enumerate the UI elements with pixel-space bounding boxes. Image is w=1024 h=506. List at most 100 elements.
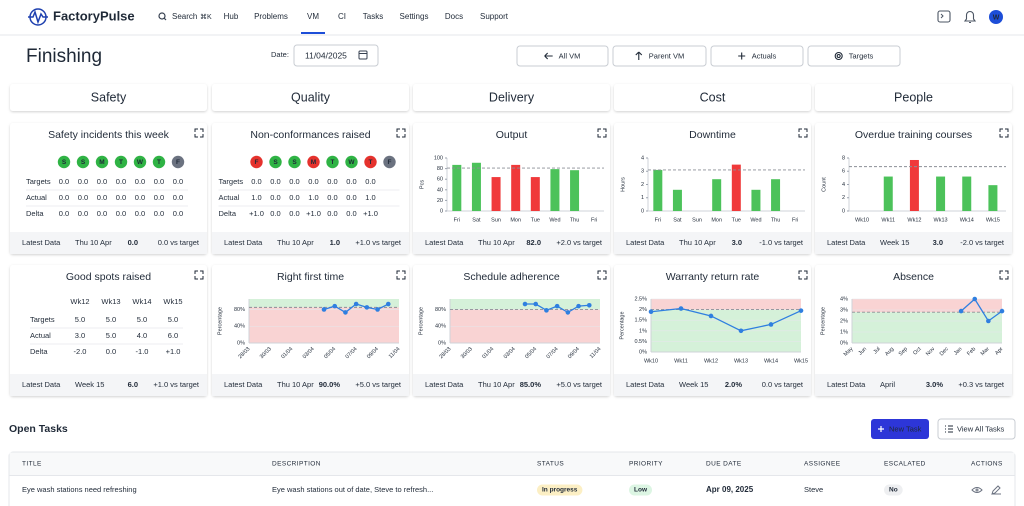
- expand-icon[interactable]: [396, 128, 406, 138]
- y-tick-label: 3%: [840, 307, 848, 313]
- header-button-label: Actuals: [752, 51, 777, 60]
- bar: [883, 176, 893, 211]
- search[interactable]: Search: [172, 12, 197, 21]
- day-letter: T: [157, 159, 161, 166]
- expand-icon[interactable]: [194, 128, 204, 138]
- expand-icon[interactable]: [999, 128, 1009, 138]
- data-point: [565, 310, 571, 315]
- column-header: TITLE: [22, 461, 42, 468]
- zone-below: [852, 312, 1002, 343]
- footer-value: 3.0: [732, 238, 742, 247]
- bar: [550, 169, 560, 211]
- footer-value: 1.0: [330, 238, 340, 247]
- header-button[interactable]: [612, 45, 707, 67]
- expand-icon[interactable]: [597, 128, 607, 138]
- header-button[interactable]: [516, 45, 609, 67]
- footer-label: Latest Data: [425, 380, 464, 389]
- edit-icon[interactable]: [991, 485, 1001, 495]
- cell-value: +1.0: [306, 209, 321, 218]
- nav-item[interactable]: Settings: [400, 12, 429, 21]
- view-icon[interactable]: [971, 487, 983, 493]
- data-point: [576, 303, 581, 309]
- footer-value: 0.0: [128, 238, 138, 247]
- data-line: [650, 307, 802, 332]
- card-footer: [815, 374, 1012, 396]
- footer-value: 3.0%: [926, 380, 943, 389]
- y-tick-label: 2.5%: [634, 296, 647, 302]
- x-tick-label: Wk11: [674, 358, 688, 364]
- due-date: Apr 09, 2025: [706, 485, 754, 494]
- day-status: [133, 155, 147, 169]
- nav-item[interactable]: VM: [307, 12, 319, 21]
- card-title: Downtime: [689, 129, 736, 141]
- nav-item[interactable]: Tasks: [363, 12, 383, 21]
- bar: [962, 176, 972, 211]
- expand-icon[interactable]: [194, 270, 204, 280]
- cell-value: 0.0: [346, 193, 356, 202]
- y-tick-label: 0%: [438, 340, 446, 346]
- data-point: [768, 322, 774, 327]
- data-point: [321, 307, 327, 312]
- nav-item[interactable]: Hub: [224, 12, 239, 21]
- cell-value: -1.0: [136, 347, 149, 356]
- terminal-icon[interactable]: [937, 10, 951, 23]
- header-button-icon: [738, 52, 746, 60]
- avatar[interactable]: [989, 10, 1003, 24]
- expand-icon[interactable]: [798, 128, 808, 138]
- expand-icon[interactable]: [798, 270, 808, 280]
- card-footer: [614, 232, 811, 254]
- date-input[interactable]: [293, 44, 379, 67]
- card-footer: [413, 232, 610, 254]
- x-tick-label: Tue: [531, 217, 540, 223]
- nav-item[interactable]: Docs: [445, 12, 463, 21]
- footer-label: Latest Data: [827, 380, 866, 389]
- expand-icon[interactable]: [396, 270, 406, 280]
- week-header: Wk14: [132, 297, 151, 306]
- nav-item[interactable]: Problems: [254, 12, 288, 21]
- bell-icon[interactable]: [963, 10, 977, 24]
- bar: [771, 179, 781, 211]
- new-task-button[interactable]: [871, 419, 929, 439]
- search-icon: [158, 12, 166, 20]
- cell-value: 0.0: [173, 177, 183, 186]
- day-status: [95, 155, 109, 169]
- data-point: [999, 308, 1005, 314]
- y-tick-label: 60: [437, 177, 443, 183]
- category-label: Delivery: [489, 90, 535, 104]
- expand-icon[interactable]: [597, 270, 607, 280]
- row-label: Targets: [26, 177, 51, 186]
- cell-value: 5.0: [106, 315, 116, 324]
- cell-value: +1.0: [363, 209, 378, 218]
- footer-date: Thu 10 Apr: [478, 238, 515, 247]
- nav-item[interactable]: CI: [338, 12, 346, 21]
- x-tick-label: Dec: [939, 346, 950, 357]
- new-task-label: New Task: [889, 424, 922, 433]
- y-tick-label: 0%: [237, 340, 245, 346]
- x-tick-label: Fri: [591, 217, 597, 223]
- column-header: STATUS: [537, 461, 564, 468]
- row-label: Actual: [30, 331, 51, 340]
- day-status: [345, 155, 358, 169]
- y-tick-label: 4: [842, 182, 845, 188]
- nav-item[interactable]: Support: [480, 12, 509, 21]
- header-button[interactable]: [807, 45, 901, 67]
- day-status: [307, 155, 320, 169]
- x-tick-label: May: [843, 346, 855, 358]
- day-letter: S: [292, 159, 297, 166]
- footer-date: Thu 10 Apr: [277, 380, 314, 389]
- footer-value: 90.0%: [319, 380, 341, 389]
- header-button[interactable]: [710, 45, 804, 67]
- week-header: Wk15: [163, 297, 182, 306]
- y-tick-label: 1%: [840, 329, 848, 335]
- cell-value: +1.0: [249, 209, 264, 218]
- y-tick-label: 3: [641, 169, 644, 175]
- view-all-button[interactable]: [937, 418, 1016, 440]
- cell-value: 0.0: [289, 177, 299, 186]
- cell-value: +1.0: [166, 347, 181, 356]
- column-header: ASSIGNEE: [804, 461, 841, 468]
- expand-icon[interactable]: [999, 270, 1009, 280]
- footer-delta: 0.0 vs target: [762, 380, 804, 389]
- logo[interactable]: FactoryPulse: [53, 8, 135, 23]
- day-status: [171, 155, 185, 169]
- x-tick-label: Wk14: [960, 217, 974, 223]
